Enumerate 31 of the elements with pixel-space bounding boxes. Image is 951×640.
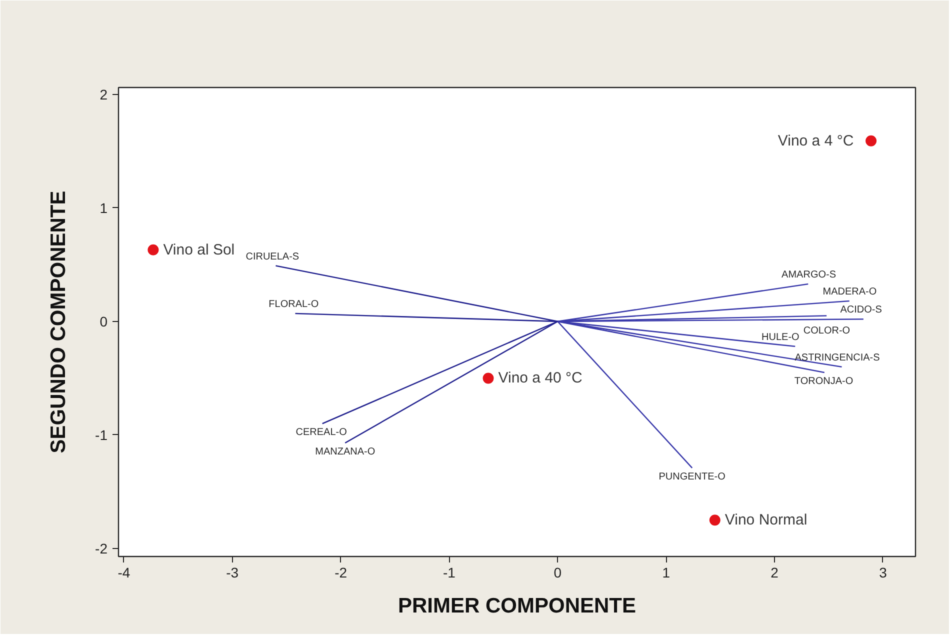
x-tick-label: 2 [770, 564, 779, 580]
y-tick-label: -1 [95, 426, 108, 443]
series-label: Vino Normal [724, 512, 808, 529]
y-tick-label: 0 [100, 313, 108, 330]
series-label: AMARGO-S [782, 269, 836, 280]
y-tick-label: 2 [100, 86, 108, 102]
series-label: ACIDO-S [840, 304, 882, 316]
y-tick-label: -2 [95, 540, 108, 557]
y-tick-label: 1 [100, 200, 108, 216]
series-label: CEREAL-O [296, 427, 348, 438]
series-label: Vino a 4 °C [778, 132, 854, 150]
x-tick-label: 0 [554, 564, 562, 580]
series-label: PUNGENTE-O [658, 471, 726, 482]
series-label: HULE-O [762, 332, 800, 343]
y-axis-title: SEGUNDO COMPONENTE [47, 190, 70, 454]
x-tick-label: 3 [879, 564, 888, 580]
series-label: FLORAL-O [268, 298, 319, 310]
x-tick-label: -3 [226, 564, 239, 580]
x-tick-label: -1 [443, 564, 456, 580]
series-label: CIRUELA-S [246, 251, 300, 262]
series-label: COLOR-O [803, 325, 850, 336]
series-label: Vino a 40 °C [498, 370, 583, 387]
x-tick-label: -4 [118, 564, 130, 580]
x-axis-title: PRIMER COMPONENTE [398, 594, 636, 618]
series-label: MANZANA-O [315, 446, 376, 458]
series-label: MADERA-O [822, 286, 877, 298]
x-tick-label: 1 [662, 564, 670, 580]
series-label: ASTRINGENCIA-S [794, 352, 880, 364]
series-label: TORONJA-O [794, 376, 854, 388]
series-label: Vino al Sol [163, 241, 235, 258]
x-tick-label: -2 [334, 564, 348, 580]
